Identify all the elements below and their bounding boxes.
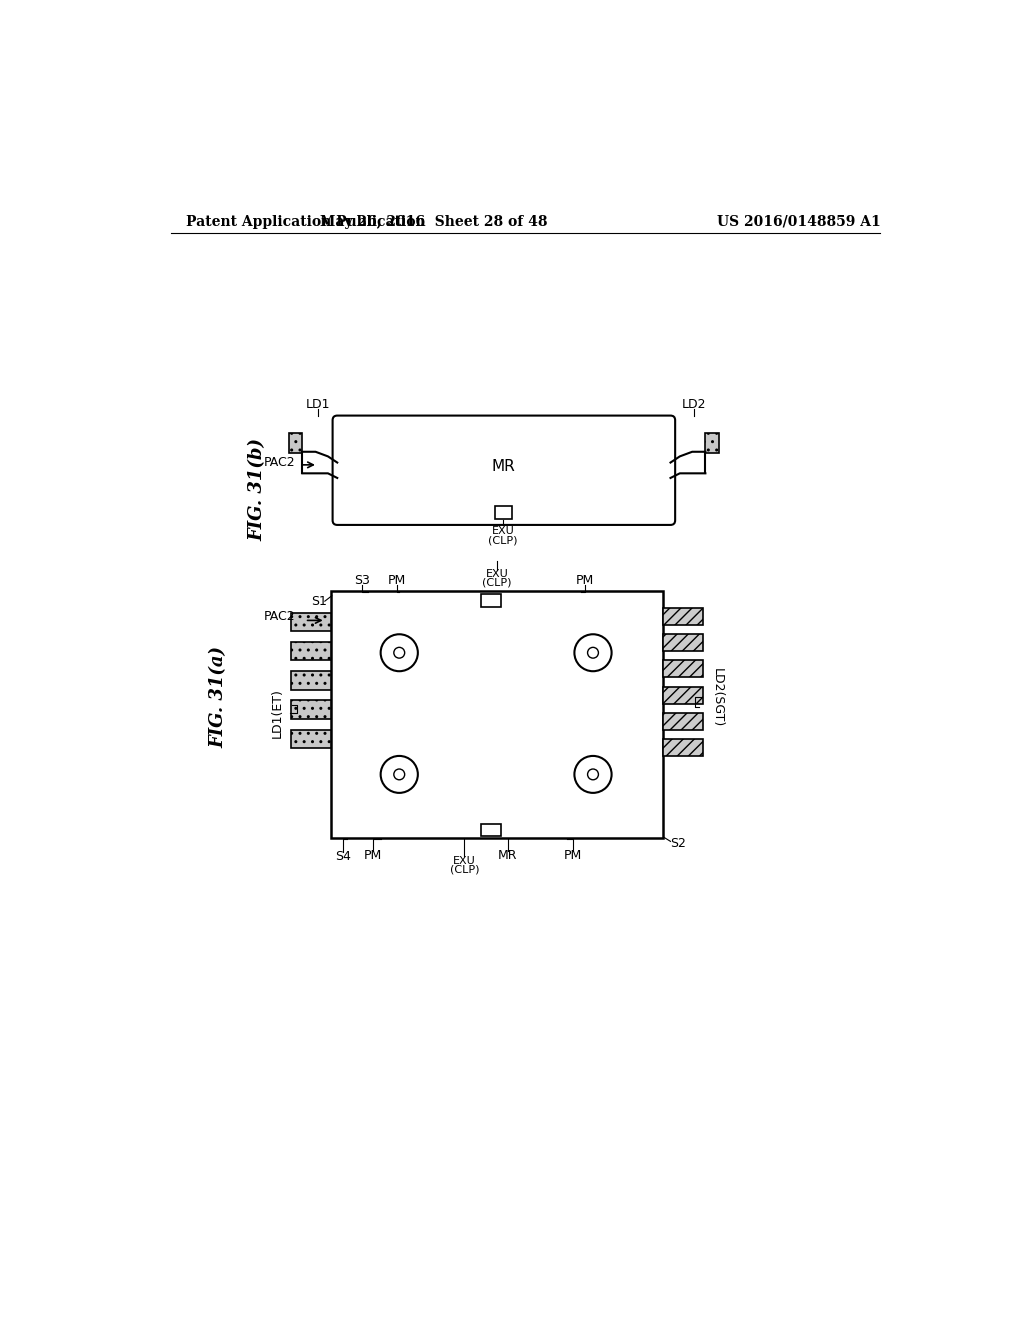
Text: PM: PM — [577, 574, 594, 587]
Circle shape — [574, 756, 611, 793]
Bar — [291, 701, 331, 719]
Text: EXU: EXU — [485, 569, 508, 579]
Text: LD1(ET): LD1(ET) — [270, 688, 284, 738]
Text: LD1: LD1 — [305, 399, 330, 412]
Bar — [291, 730, 331, 748]
Text: EXU: EXU — [492, 527, 514, 536]
Text: May 26, 2016  Sheet 28 of 48: May 26, 2016 Sheet 28 of 48 — [321, 215, 548, 228]
Text: US 2016/0148859 A1: US 2016/0148859 A1 — [717, 215, 881, 228]
Bar — [663, 660, 703, 677]
Text: S4: S4 — [336, 850, 351, 863]
Text: S2: S2 — [671, 837, 686, 850]
Text: (CLP): (CLP) — [482, 578, 512, 587]
Circle shape — [588, 647, 598, 659]
Bar — [331, 591, 663, 838]
Bar — [706, 433, 719, 453]
Bar — [663, 635, 703, 651]
Bar — [663, 713, 703, 730]
Bar — [289, 433, 302, 453]
Bar — [291, 612, 331, 631]
FancyBboxPatch shape — [333, 416, 675, 525]
Text: PM: PM — [388, 574, 407, 587]
Circle shape — [394, 770, 404, 780]
Text: S3: S3 — [354, 574, 370, 587]
Bar — [663, 739, 703, 756]
Circle shape — [574, 635, 611, 671]
Text: PM: PM — [364, 849, 382, 862]
Bar — [480, 824, 501, 836]
Bar — [663, 609, 703, 626]
Text: FIG. 31(a): FIG. 31(a) — [209, 647, 227, 748]
Text: (CLP): (CLP) — [488, 536, 518, 545]
Text: MR: MR — [492, 459, 515, 474]
Text: LD2: LD2 — [682, 399, 706, 412]
Bar — [291, 671, 331, 689]
Bar — [495, 507, 512, 519]
Circle shape — [381, 635, 418, 671]
Bar — [291, 642, 331, 660]
Text: (CLP): (CLP) — [450, 865, 479, 874]
Bar — [480, 594, 501, 607]
Text: PAC2: PAC2 — [263, 455, 295, 469]
Text: MR: MR — [498, 849, 517, 862]
Circle shape — [588, 770, 598, 780]
Circle shape — [394, 647, 404, 659]
Text: FIG. 31(b): FIG. 31(b) — [248, 438, 266, 541]
Bar — [663, 686, 703, 704]
Circle shape — [381, 756, 418, 793]
Text: S1: S1 — [311, 594, 328, 607]
Text: LD2(SGT): LD2(SGT) — [711, 668, 724, 727]
Text: EXU: EXU — [453, 855, 476, 866]
Text: PAC2: PAC2 — [263, 610, 295, 623]
Text: Patent Application Publication: Patent Application Publication — [186, 215, 426, 228]
Text: PM: PM — [564, 849, 582, 862]
